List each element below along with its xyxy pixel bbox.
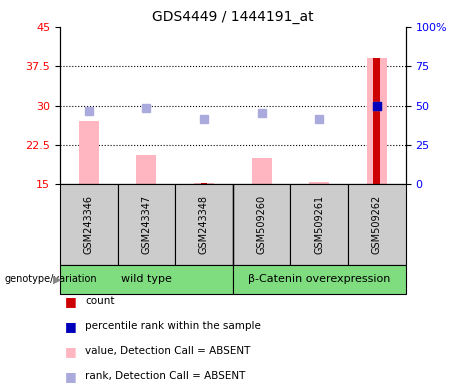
Text: GSM509260: GSM509260 — [257, 195, 266, 254]
Text: value, Detection Call = ABSENT: value, Detection Call = ABSENT — [85, 346, 251, 356]
Text: GSM509262: GSM509262 — [372, 195, 382, 254]
Bar — [136, 156, 156, 184]
Bar — [79, 121, 99, 184]
Text: GSM243346: GSM243346 — [84, 195, 94, 254]
Text: GSM243348: GSM243348 — [199, 195, 209, 254]
Bar — [348, 184, 406, 265]
Bar — [233, 184, 290, 265]
Text: rank, Detection Call = ABSENT: rank, Detection Call = ABSENT — [85, 371, 246, 381]
Text: percentile rank within the sample: percentile rank within the sample — [85, 321, 261, 331]
Text: ■: ■ — [65, 345, 76, 358]
Text: ■: ■ — [65, 295, 76, 308]
Bar — [290, 184, 348, 265]
Bar — [60, 184, 118, 265]
Bar — [252, 158, 272, 184]
Text: GSM243347: GSM243347 — [142, 195, 151, 254]
Bar — [201, 183, 207, 184]
Bar — [233, 265, 406, 294]
Text: ■: ■ — [65, 320, 76, 333]
Bar — [367, 58, 387, 184]
Bar — [194, 183, 214, 184]
Bar — [118, 184, 175, 265]
Bar — [373, 58, 380, 184]
Text: GSM509261: GSM509261 — [314, 195, 324, 254]
Bar — [60, 265, 233, 294]
Bar — [309, 182, 329, 184]
Title: GDS4449 / 1444191_at: GDS4449 / 1444191_at — [152, 10, 313, 25]
Bar — [175, 184, 233, 265]
Text: ■: ■ — [65, 370, 76, 383]
Text: ▶: ▶ — [53, 274, 61, 285]
Text: genotype/variation: genotype/variation — [5, 274, 97, 285]
Text: count: count — [85, 296, 115, 306]
Text: β-Catenin overexpression: β-Catenin overexpression — [248, 274, 390, 285]
Text: wild type: wild type — [121, 274, 172, 285]
